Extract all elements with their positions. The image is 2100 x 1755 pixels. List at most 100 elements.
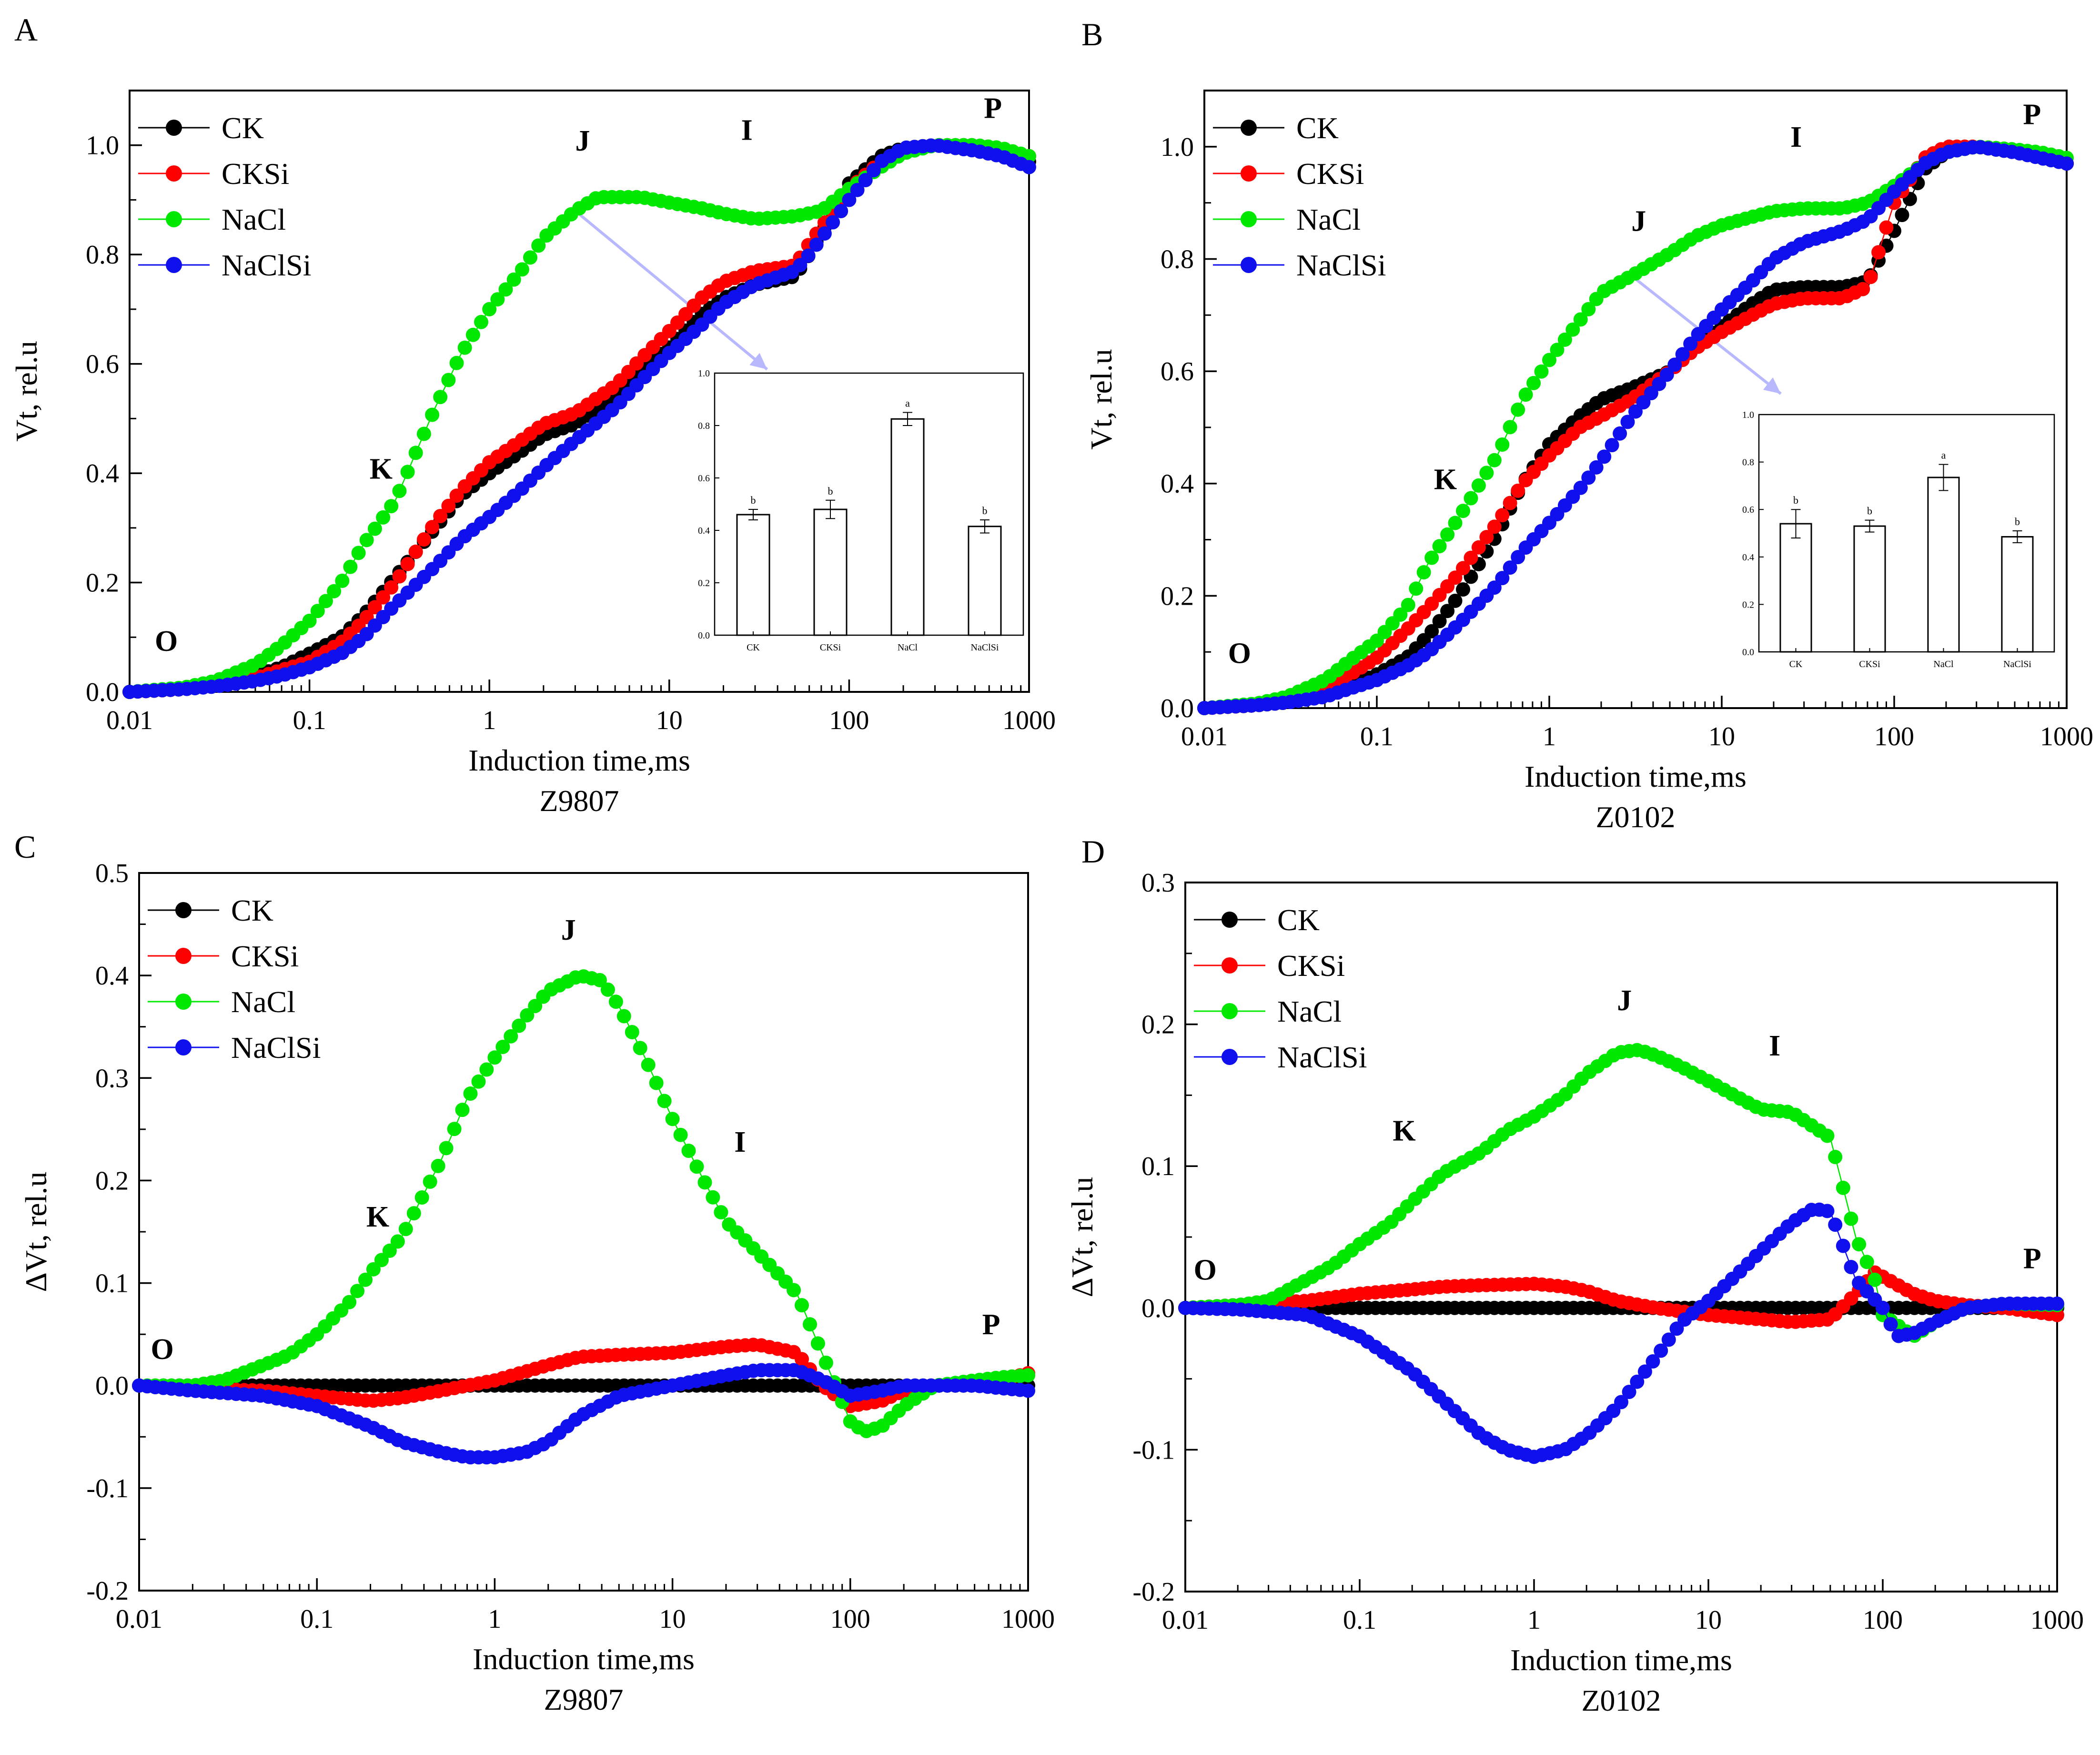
inset-y-tick-label: 0.4 [1742,552,1754,563]
data-point [633,1041,647,1055]
x-tick-label: 1000 [1002,706,1056,735]
data-point [1503,560,1517,575]
data-point [335,573,350,588]
data-point [1557,332,1572,347]
inset-significance-letter: b [982,505,988,517]
legend-marker [1241,257,1257,273]
data-point [1448,516,1463,530]
data-point [1613,426,1627,441]
data-point [392,569,407,584]
phase-label-i: I [741,114,753,146]
data-point [1597,449,1612,464]
data-point [1022,160,1036,174]
panel-letter: D [1081,833,1105,870]
data-point [1852,1237,1867,1252]
data-point [408,446,423,460]
data-point [1622,1385,1636,1399]
inset-significance-letter: b [828,485,833,497]
inset-bar-chart: 0.0 0.2 0.4 0.6 0.8 1.0 b CK b CKSi a NaCl b NaClSi [1742,410,2055,670]
data-point [433,509,448,523]
data-point [1820,1128,1835,1143]
x-tick-label: 0.1 [300,1604,333,1634]
data-point [531,238,546,253]
data-point [408,544,423,559]
inset-x-tick-label: NaClSi [2003,659,2031,670]
data-point [447,1122,462,1136]
data-point [392,484,407,498]
inset-bar [890,418,925,636]
plot-frame [129,90,1030,693]
x-tick-label: 0.1 [1360,722,1393,751]
data-point [376,590,391,605]
data-point [706,1190,720,1205]
x-tick-label: 10 [1695,1605,1722,1635]
x-tick-label: 1 [1527,1605,1541,1635]
inset-y-tick-label: 0.2 [1742,599,1754,610]
data-point [2060,156,2074,171]
y-tick-label: 0.0 [86,678,119,707]
data-point [441,498,456,513]
y-tick-label: 0.2 [1161,581,1194,611]
data-point [1581,470,1596,485]
y-tick-label: 0.6 [1161,357,1194,386]
data-point [366,1262,381,1277]
data-point [1393,607,1408,622]
inset-y-tick-label: 0.2 [698,578,710,588]
data-point [490,292,505,307]
data-point [592,973,607,987]
data-point [600,982,615,997]
data-point [318,594,333,609]
data-point [416,532,431,547]
y-axis-label: Vt, rel.u [1084,349,1118,450]
data-point [425,407,440,422]
inset-y-tick-label: 0.6 [698,473,710,484]
x-tick-label: 0.01 [1162,1605,1209,1635]
data-point [310,604,325,619]
series-naclsi [132,1363,1035,1465]
data-point [1448,593,1463,608]
inset-arrow [574,210,768,371]
series-naclsi [122,138,1036,699]
data-point [523,250,537,265]
y-tick-label: 0.8 [86,240,119,270]
inset-y-tick-label: 0.4 [698,526,710,536]
data-point [1581,302,1596,316]
legend-marker [166,120,182,136]
legend-marker [1222,1049,1238,1065]
y-tick-label: 1.0 [86,131,119,161]
data-point [2050,1308,2064,1322]
data-point [649,1075,664,1090]
data-point [1495,437,1510,452]
data-point [376,510,391,525]
inset-y-tick-label: 1.0 [1742,410,1754,420]
legend-marker [1222,912,1238,928]
x-axis-label: Induction time,ms [1525,760,1747,793]
x-tick-label: 10 [659,1604,686,1634]
y-axis-label: ΔVt, rel.u [1065,1177,1099,1298]
inset-bar [2001,536,2034,653]
data-point [367,600,382,615]
data-point [1503,420,1517,435]
panel-letter: B [1081,16,1103,52]
data-point [1479,530,1494,545]
data-point [1844,1260,1858,1274]
inset-significance-letter: b [1793,494,1798,506]
phase-label-j: J [1617,984,1632,1017]
data-point [425,520,440,535]
x-tick-label: 1 [488,1604,501,1634]
inset-y-tick-label: 0.8 [1742,457,1754,468]
data-point [1432,539,1447,554]
data-point [1456,582,1470,597]
data-point [1573,312,1588,327]
data-point [665,1112,680,1126]
inset-y-tick-label: 0.0 [1742,647,1754,658]
phase-label-i: I [1769,1030,1780,1062]
data-point [1495,571,1510,586]
plot-frame [1203,90,2068,709]
data-point [787,1283,801,1298]
data-point [1859,1255,1874,1269]
y-tick-label: 0.3 [95,1064,129,1093]
panel-d: D 0.01 0.1 1 10 100 1000 -0.2 -0.1 0.0 0.1 0.2 0.3 In… [1065,833,2084,1717]
data-point [1448,570,1463,585]
data-point [433,390,448,405]
